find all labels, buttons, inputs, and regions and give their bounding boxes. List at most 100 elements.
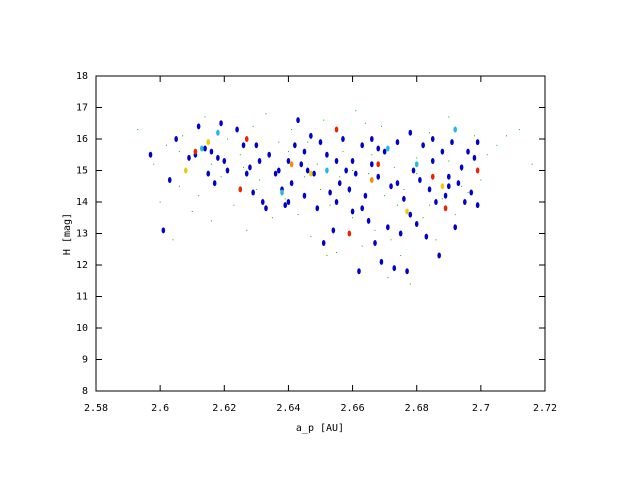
point [392, 265, 397, 272]
x-tick-label: 2.58 [84, 403, 108, 414]
point [193, 148, 198, 155]
point [302, 192, 307, 199]
point [318, 139, 323, 146]
point [167, 176, 172, 183]
x-tick-label: 2.64 [276, 403, 300, 414]
point [309, 170, 313, 177]
y-tick-label: 13 [76, 229, 88, 240]
point [255, 188, 257, 190]
point [443, 205, 448, 212]
point [296, 117, 300, 124]
point [220, 176, 222, 178]
point [424, 233, 429, 240]
point [291, 129, 293, 131]
point [466, 148, 470, 155]
point [254, 142, 259, 149]
x-tick-label: 2.72 [533, 403, 557, 414]
point [376, 173, 381, 180]
point [137, 129, 139, 131]
point [148, 151, 153, 158]
point [278, 141, 280, 143]
point [459, 164, 464, 171]
point [453, 126, 458, 133]
point [325, 167, 329, 174]
point [386, 145, 390, 152]
point [387, 277, 389, 279]
point [191, 210, 193, 212]
point [305, 167, 310, 174]
point [246, 229, 248, 231]
point [287, 151, 289, 153]
point [475, 167, 480, 174]
point [440, 148, 445, 155]
x-axis-label: a_p [AU] [296, 423, 344, 434]
point [166, 144, 168, 146]
point [252, 125, 254, 127]
point [210, 220, 212, 222]
point [506, 135, 508, 137]
point [328, 189, 332, 196]
point [325, 151, 329, 158]
point [405, 208, 409, 215]
point [299, 161, 304, 168]
point [277, 167, 281, 174]
point [336, 251, 338, 253]
point [225, 167, 230, 174]
point [315, 205, 320, 212]
point [350, 158, 355, 165]
point [283, 202, 288, 209]
y-tick-label: 10 [76, 323, 88, 334]
point [244, 136, 249, 142]
point [443, 192, 448, 199]
point [390, 239, 392, 241]
point [429, 132, 431, 134]
point [475, 139, 480, 146]
point [376, 161, 381, 168]
point [239, 154, 241, 156]
point [350, 208, 355, 215]
point [206, 139, 211, 146]
point [284, 198, 286, 200]
y-tick-label: 18 [76, 71, 88, 82]
y-tick-label: 8 [82, 386, 88, 397]
point [386, 224, 390, 231]
point [312, 170, 316, 177]
point [286, 199, 291, 205]
point [267, 151, 271, 158]
point [374, 229, 376, 231]
point [486, 154, 488, 156]
point [429, 204, 431, 206]
point [472, 154, 477, 161]
point [448, 116, 450, 118]
point [518, 129, 520, 131]
point [339, 176, 341, 178]
point [352, 217, 354, 219]
point [405, 268, 409, 275]
point [480, 179, 482, 181]
point [361, 245, 363, 247]
point [373, 239, 377, 246]
point [473, 135, 475, 137]
point [441, 198, 443, 200]
point [309, 132, 313, 139]
point [414, 221, 419, 228]
point [475, 202, 480, 209]
point [360, 142, 364, 149]
point [178, 185, 180, 187]
x-tick-label: 2.7 [472, 403, 490, 414]
point [416, 173, 418, 175]
x-tick-label: 2.6 [151, 403, 169, 414]
point [329, 204, 331, 206]
point [396, 204, 398, 206]
point [389, 183, 393, 190]
point [450, 139, 454, 146]
point [259, 179, 261, 181]
point [453, 224, 458, 231]
point [204, 116, 206, 118]
point [265, 113, 267, 115]
point [178, 151, 180, 153]
point [187, 154, 191, 161]
point [216, 129, 220, 136]
y-tick-label: 15 [76, 166, 88, 177]
point [347, 230, 352, 237]
